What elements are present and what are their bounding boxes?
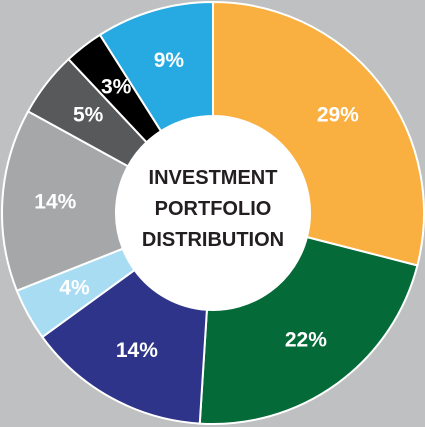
donut-slice (198, 235, 419, 425)
data-label: 3% (101, 76, 132, 99)
data-label: 22% (285, 328, 327, 351)
chart-title: INVESTMENT PORTFOLIO DISTRIBUTION (141, 167, 285, 251)
data-label: 14% (34, 191, 76, 214)
data-label: 29% (317, 104, 359, 127)
data-label: 4% (59, 277, 90, 300)
data-label: 9% (154, 49, 185, 72)
donut-hole (116, 116, 310, 310)
data-label: 14% (116, 339, 158, 362)
donut-slice (212, 0, 425, 267)
data-label: 5% (73, 104, 104, 127)
